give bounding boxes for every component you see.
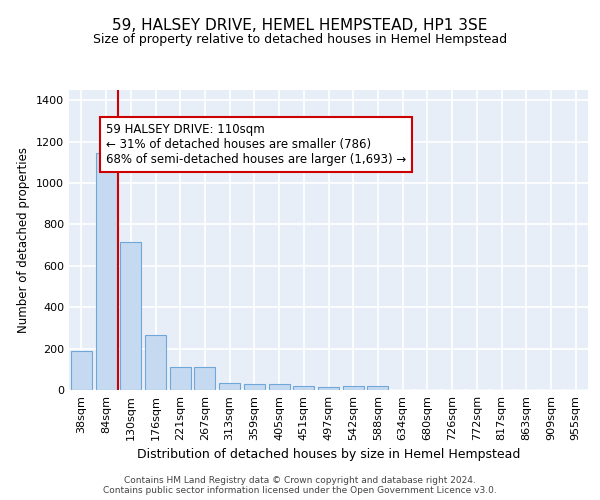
Text: Contains HM Land Registry data © Crown copyright and database right 2024.
Contai: Contains HM Land Registry data © Crown c… bbox=[103, 476, 497, 495]
Bar bbox=[269, 384, 290, 390]
Bar bbox=[120, 242, 141, 390]
Bar bbox=[343, 386, 364, 390]
Bar bbox=[318, 387, 339, 390]
Bar bbox=[145, 335, 166, 390]
Bar bbox=[244, 384, 265, 390]
Bar bbox=[170, 367, 191, 390]
Bar bbox=[194, 367, 215, 390]
Bar bbox=[293, 386, 314, 390]
Text: Size of property relative to detached houses in Hemel Hempstead: Size of property relative to detached ho… bbox=[93, 32, 507, 46]
Bar bbox=[367, 386, 388, 390]
Text: 59, HALSEY DRIVE, HEMEL HEMPSTEAD, HP1 3SE: 59, HALSEY DRIVE, HEMEL HEMPSTEAD, HP1 3… bbox=[112, 18, 488, 32]
Bar bbox=[71, 350, 92, 390]
Text: 59 HALSEY DRIVE: 110sqm
← 31% of detached houses are smaller (786)
68% of semi-d: 59 HALSEY DRIVE: 110sqm ← 31% of detache… bbox=[106, 123, 406, 166]
Bar bbox=[95, 153, 116, 390]
Y-axis label: Number of detached properties: Number of detached properties bbox=[17, 147, 31, 333]
Bar bbox=[219, 383, 240, 390]
X-axis label: Distribution of detached houses by size in Hemel Hempstead: Distribution of detached houses by size … bbox=[137, 448, 520, 462]
